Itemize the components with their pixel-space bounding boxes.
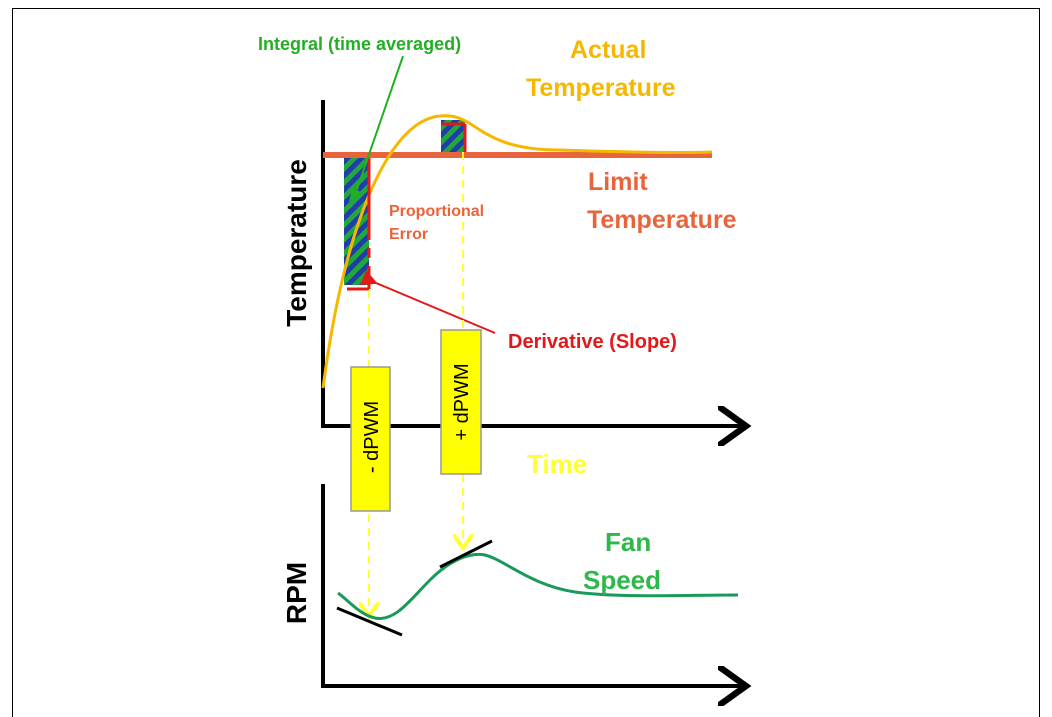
integral-label: Integral (time averaged) <box>258 34 462 54</box>
integral-area-2 <box>441 120 465 154</box>
fan-speed-label-line-2: Speed <box>583 565 662 595</box>
actual-temperature-label-line-1: Actual <box>570 36 647 64</box>
fan-speed-curve <box>337 552 739 620</box>
limit-temperature-label-line-2: Temperature <box>587 206 737 234</box>
integral-pointer-arrowhead <box>349 188 361 202</box>
fan-slope-tangent-1 <box>336 606 403 637</box>
minus-dpwm-box <box>350 366 391 512</box>
proportional-error-label-line-1: Proportional <box>389 203 485 220</box>
plus-dpwm-box <box>440 329 482 475</box>
derivative-pointer-arrow <box>359 270 496 334</box>
fan-speed-label-line-1: Fan <box>605 527 652 557</box>
figure-frame <box>12 8 1040 717</box>
fan-slope-tangent-2 <box>439 539 493 569</box>
integral-pointer-arrow <box>354 55 404 196</box>
rpm-axis-label: RPM <box>281 562 312 624</box>
proportional-error-label-line-2: Error <box>389 226 429 243</box>
derivative-label: Derivative (Slope) <box>508 331 677 353</box>
integral-area-1 <box>344 157 369 285</box>
temperature-axis-label: Temperature <box>281 159 312 327</box>
plus-dpwm-label: + dPWM <box>451 363 473 440</box>
actual-temperature-curve <box>321 114 713 389</box>
minus-dpwm-label: - dPWM <box>361 401 383 473</box>
time-axis-label: Time <box>527 449 588 479</box>
actual-temperature-label-line-2: Temperature <box>526 74 676 102</box>
limit-temperature-label-line-1: Limit <box>588 168 648 196</box>
